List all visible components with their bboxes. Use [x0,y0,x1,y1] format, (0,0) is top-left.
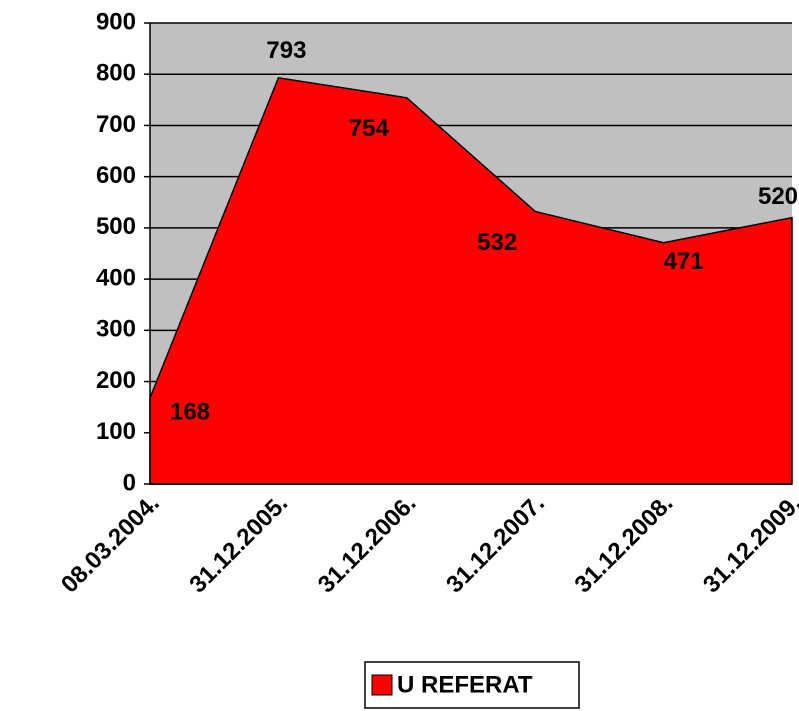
y-tick-label: 800 [96,60,136,87]
x-tick-label: 31.12.2007. [441,490,550,599]
data-label: 168 [170,398,210,425]
data-label: 793 [266,37,306,64]
data-label: 532 [477,229,517,256]
x-tick-label: 31.12.2009. [698,490,799,599]
y-tick-label: 200 [96,367,136,394]
y-tick-label: 700 [96,111,136,138]
y-tick-label: 600 [96,162,136,189]
y-tick-label: 100 [96,418,136,445]
data-label: 520 [758,183,798,210]
y-tick-label: 400 [96,264,136,291]
data-label: 754 [349,115,390,142]
y-tick-label: 0 [123,469,136,496]
data-label: 471 [664,248,704,275]
x-tick-label: 08.03.2004. [56,490,165,599]
y-tick-label: 900 [96,8,136,35]
x-tick-label: 31.12.2005. [184,490,293,599]
y-tick-label: 500 [96,213,136,240]
legend-label: U REFERAT [397,671,533,698]
legend-swatch [371,674,393,696]
y-tick-label: 300 [96,316,136,343]
x-tick-label: 31.12.2006. [313,490,422,599]
legend-box [364,661,580,709]
x-tick-label: 31.12.2008. [570,490,679,599]
